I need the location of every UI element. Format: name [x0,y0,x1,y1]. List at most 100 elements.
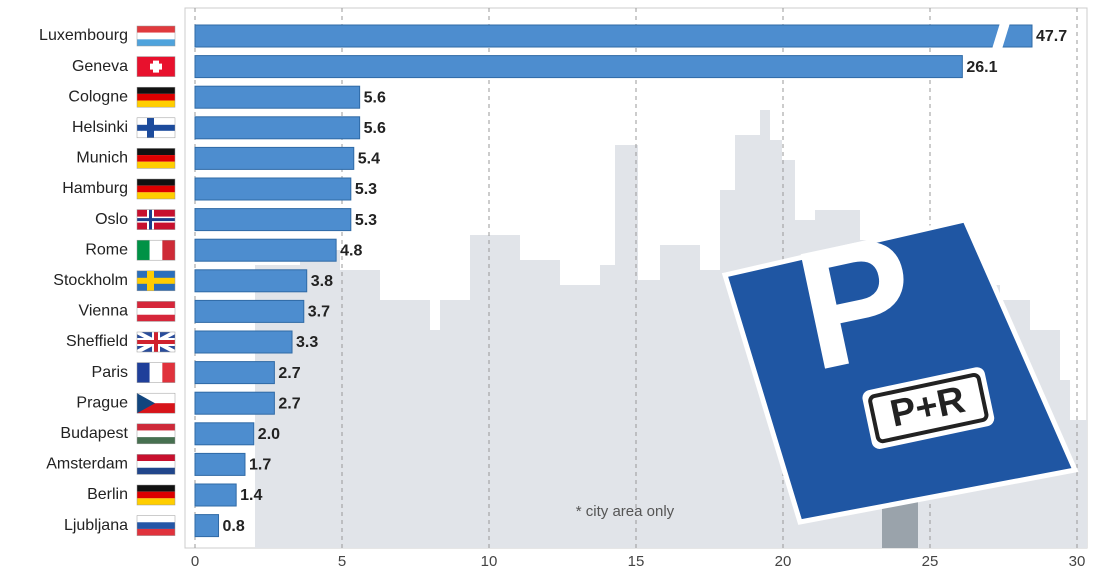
flag-part [149,362,163,383]
flag-border [136,56,176,77]
value-label: 0.8 [223,518,245,535]
value-label: 5.3 [355,212,377,229]
flag-part [137,454,175,462]
bar [194,422,255,446]
bar [194,116,361,140]
flag-part [137,240,150,261]
category-label: Ljubljana [64,517,128,534]
flag-part [137,528,175,536]
x-tick-label: 5 [338,553,346,570]
flag-part [137,522,175,529]
flag-part [137,39,175,46]
flag [136,178,176,200]
flag-border [136,117,176,139]
flag-part [137,26,175,33]
flag [136,270,176,292]
bar [194,330,293,354]
bar [194,24,1033,48]
flag [136,392,176,414]
flag-part [137,515,175,523]
bar [194,452,246,476]
parking-sign: P P+R [721,198,1079,548]
flag-part [162,240,175,261]
flag-border [136,209,176,230]
flag-part [137,362,150,383]
flag-part [137,100,175,108]
flag [136,148,176,169]
sign-box-border [868,372,989,444]
category-label: Vienna [78,303,128,320]
x-tick-label: 30 [1069,553,1086,570]
x-tick-label: 15 [628,553,645,570]
bar [194,514,220,538]
flag-border [136,454,176,475]
category-label: Helsinki [72,119,128,136]
flag [136,86,176,108]
flag-part [137,155,175,162]
flag-border [136,362,176,383]
value-label: 5.6 [364,89,386,106]
category-label: Munich [76,150,128,167]
value-label: 2.0 [258,426,280,443]
category-label: Oslo [95,211,128,228]
flag-part [137,461,175,468]
bar [194,146,355,170]
flag-part [137,437,175,444]
category-label: Cologne [68,88,128,105]
flag-part [137,430,175,438]
category-label: Berlin [87,486,128,503]
flag-border [136,484,176,506]
flag-border [136,148,176,169]
bar [194,208,352,232]
flag-part [137,491,175,499]
flag [136,56,176,77]
bar [194,55,963,79]
bar [194,85,361,109]
x-tick-label: 25 [922,553,939,570]
flag-part [137,32,175,40]
category-label: Geneva [72,58,128,75]
flag-part [137,308,175,315]
value-label: 5.6 [364,120,386,137]
value-label: 2.7 [278,365,300,382]
category-label: Paris [92,364,128,381]
flag-border [136,25,176,47]
flag [136,330,176,354]
flag [136,484,176,506]
flag-border [136,239,176,261]
value-label: 5.4 [358,151,380,168]
flag [136,423,176,445]
flag-part [137,393,175,404]
value-label: 3.3 [296,334,318,351]
flag [136,454,176,475]
category-label: Amsterdam [46,456,128,473]
flag-part [162,362,175,383]
bar [194,269,308,293]
flag-part [150,63,162,70]
category-label: Rome [85,241,128,258]
flag-border [136,515,176,536]
flag-border [136,301,176,322]
flag-part [137,87,175,94]
sign-plate [721,217,1079,525]
x-tick-label: 10 [481,553,498,570]
value-label: 26.1 [966,59,997,76]
bar [194,483,237,507]
x-tick-label: 0 [191,553,199,570]
flag [136,209,176,230]
flag-part [137,301,175,309]
flag [136,239,176,261]
flag-border [136,178,176,200]
value-label: 1.4 [240,487,262,504]
category-label: Budapest [60,425,128,442]
flag-part [137,124,175,131]
flag-part [149,240,163,261]
flag-border [136,392,176,414]
category-label: Luxembourg [39,27,128,44]
flag-part [137,498,175,505]
bar [194,391,275,415]
category-label: Hamburg [62,180,128,197]
value-label: 1.7 [249,457,271,474]
